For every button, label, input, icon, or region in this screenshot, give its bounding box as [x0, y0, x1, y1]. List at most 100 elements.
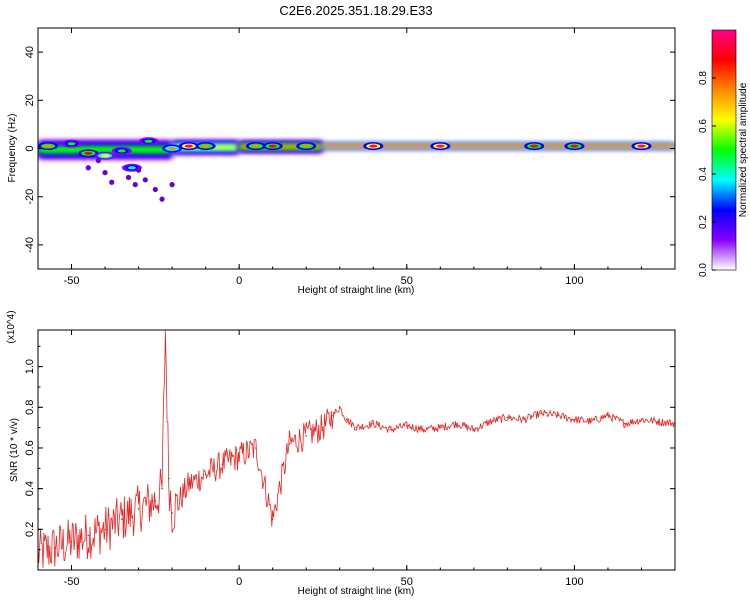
- x-tick-label: -50: [64, 576, 80, 588]
- x-tick-label: -50: [64, 275, 80, 287]
- snr-point: [590, 420, 592, 423]
- spectrogram-blob: [101, 154, 110, 158]
- snr-frame: [37, 329, 676, 571]
- spectrogram-point: [85, 165, 91, 171]
- y-tick-label: 40: [24, 46, 36, 58]
- snr-point: [523, 418, 525, 421]
- spectrogram-blob: [302, 144, 311, 148]
- snr-plot-area: [38, 330, 675, 570]
- y-tick-label: 0: [24, 145, 36, 151]
- snr-point: [540, 412, 542, 415]
- snr-point: [506, 416, 509, 419]
- spectrogram-blob: [530, 144, 539, 148]
- snr-point: [607, 414, 609, 417]
- spectrogram-blob: [127, 166, 136, 170]
- y-tick-label: 0.4: [24, 481, 36, 496]
- snr-point: [53, 546, 56, 549]
- x-tick-label: 100: [565, 576, 583, 588]
- colorbar: 0.0 0.2 0.4 0.6 0.8 Normalized spectral ampl…: [698, 29, 749, 277]
- spectrogram-band: [322, 145, 675, 148]
- snr-point: [104, 528, 106, 531]
- spectrogram-blob: [117, 149, 126, 153]
- snr-multiplier: (x10^4): [6, 310, 17, 343]
- spectrogram-panel: -50 0 50 100 -40 -20 0 20 40 Height of straight …: [7, 27, 676, 296]
- y-tick-label: -20: [24, 189, 36, 205]
- colorbar-ticks: 0.0 0.2 0.4 0.6 0.8: [698, 71, 716, 277]
- spectrogram-blob: [184, 144, 193, 148]
- spectrogram-point: [95, 157, 101, 164]
- spectrogram-blob: [201, 144, 210, 148]
- snr-point: [167, 477, 170, 480]
- snr-point: [456, 422, 458, 425]
- colorbar-tick-label: 0.6: [698, 119, 709, 133]
- snr-point: [345, 418, 348, 421]
- x-tick-label: 50: [401, 576, 413, 588]
- spectrogram-point: [135, 167, 142, 173]
- snr-point: [188, 483, 190, 486]
- spectrogram-blob: [144, 139, 153, 143]
- y-tick-label: 0.2: [24, 522, 36, 537]
- y-tick-label: 0.6: [24, 440, 36, 455]
- y-tick-label: 0.8: [24, 400, 36, 415]
- spectrogram-point: [159, 196, 165, 202]
- spectrogram-point: [109, 179, 115, 185]
- spectrogram-blob: [570, 144, 579, 148]
- snr-point: [161, 487, 163, 490]
- spectrogram-ticks: -50 0 50 100 -40 -20 0 20 40: [24, 28, 676, 287]
- snr-point: [154, 500, 157, 502]
- snr-point: [271, 518, 274, 520]
- snr-point: [405, 424, 408, 427]
- colorbar-gradient: [711, 29, 737, 271]
- spectrogram-point: [125, 174, 132, 181]
- spectrogram-content: [38, 136, 675, 202]
- colorbar-label: Normalized spectral amplitude: [738, 82, 749, 217]
- snr-panel: -50 0 50 100 0.2 0.4 0.6 0.8 1.0 Height of strai…: [6, 310, 676, 597]
- snr-point: [623, 422, 626, 425]
- y-tick-label: -40: [24, 237, 36, 253]
- spectrogram-blob: [67, 142, 76, 146]
- x-tick-label: 0: [236, 576, 242, 588]
- snr-ticks: -50 0 50 100 0.2 0.4 0.6 0.8 1.0: [24, 330, 676, 588]
- spectrogram-blob: [369, 144, 378, 148]
- x-tick-label: 50: [401, 275, 413, 287]
- snr-point: [288, 443, 291, 445]
- snr-point: [372, 422, 375, 425]
- snr-ylabel: SNR (10 * v/v): [9, 418, 20, 482]
- y-tick-label: 1.0: [24, 359, 36, 374]
- snr-point: [422, 428, 425, 431]
- snr-xlabel: Height of straight line (km): [298, 586, 415, 597]
- snr-point: [255, 447, 257, 449]
- spectrogram-xlabel: Height of straight line (km): [298, 285, 415, 296]
- x-tick-label: 0: [236, 275, 242, 287]
- y-tick-label: 20: [24, 94, 36, 106]
- snr-point: [355, 426, 358, 429]
- spectrogram-blob: [44, 144, 53, 148]
- spectrogram-blob: [168, 147, 177, 150]
- snr-point: [338, 406, 341, 409]
- snr-point: [573, 418, 576, 421]
- snr-point: [640, 418, 643, 421]
- snr-point: [305, 434, 308, 437]
- spectrogram-point: [169, 182, 175, 188]
- spectrogram-blob: [436, 144, 445, 148]
- snr-point: [489, 420, 492, 423]
- snr-content: [38, 330, 675, 568]
- snr-point: [121, 518, 123, 520]
- spectrogram-point: [102, 170, 108, 176]
- snr-point: [221, 463, 224, 466]
- colorbar-tick-label: 0.8: [698, 71, 709, 85]
- snr-point: [137, 508, 140, 510]
- snr-point: [70, 540, 73, 543]
- snr-point: [439, 426, 442, 429]
- snr-line: [38, 331, 675, 568]
- spectrogram-point: [152, 186, 158, 193]
- x-tick-label: 100: [565, 275, 583, 287]
- colorbar-tick-label: 0.0: [698, 263, 709, 277]
- spectrogram-blob: [268, 144, 277, 148]
- snr-point: [322, 426, 324, 429]
- spectrogram-point: [132, 182, 138, 188]
- spectrogram-blob: [637, 144, 646, 148]
- snr-point: [171, 512, 173, 514]
- snr-point: [389, 428, 391, 431]
